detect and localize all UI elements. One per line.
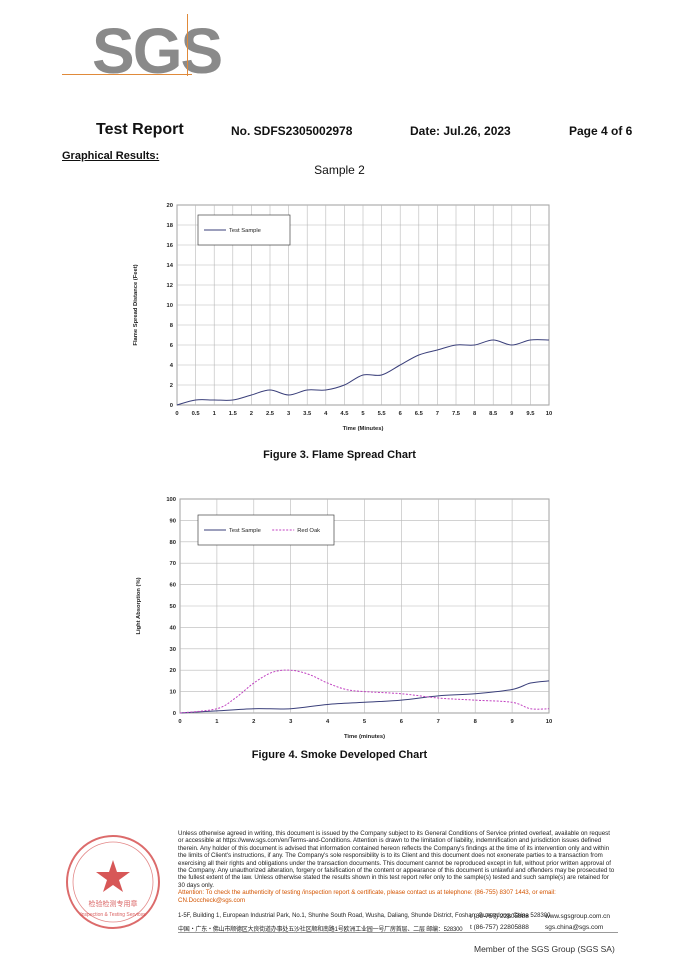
y-tick-label: 40: [170, 625, 176, 631]
legend-label: Test Sample: [229, 228, 261, 234]
report-number: No. SDFS2305002978: [231, 124, 353, 138]
x-tick-label: 1: [213, 411, 217, 417]
x-tick-label: 9: [510, 411, 514, 417]
x-tick-label: 3: [287, 411, 291, 417]
y-tick-label: 12: [167, 283, 173, 289]
y-axis-label: Light Absorption (%): [136, 577, 142, 634]
member-text: Member of the SGS Group (SGS SA): [474, 944, 615, 954]
x-tick-label: 4: [324, 411, 328, 417]
x-tick-label: 9.5: [526, 411, 535, 417]
y-tick-label: 20: [167, 203, 173, 209]
x-tick-label: 3.5: [303, 411, 312, 417]
y-tick-label: 50: [170, 604, 176, 610]
section-title: Graphical Results:: [62, 150, 160, 162]
logo-vertical-line: [187, 14, 188, 76]
y-tick-label: 10: [170, 690, 176, 696]
legend-label: Red Oak: [297, 528, 320, 534]
y-tick-label: 100: [166, 497, 176, 503]
website[interactable]: www.sgsgroup.com.cn: [545, 913, 611, 920]
x-tick-label: 8.5: [489, 411, 498, 417]
figure4-caption: Figure 4. Smoke Developed Chart: [251, 749, 428, 761]
x-tick-label: 4.5: [340, 411, 349, 417]
y-tick-label: 2: [170, 383, 173, 389]
x-tick-label: 2.5: [266, 411, 275, 417]
footer-disclaimer: Unless otherwise agreed in writing, this…: [178, 830, 615, 904]
seal-subtext: Inspection & Testing Services: [80, 912, 146, 918]
x-tick-label: 10: [546, 719, 552, 725]
x-tick-label: 8: [473, 411, 477, 417]
y-tick-label: 30: [170, 647, 176, 653]
y-tick-label: 14: [167, 263, 174, 269]
x-axis-label: Time (minutes): [344, 734, 385, 740]
y-tick-label: 90: [170, 518, 176, 524]
email-link[interactable]: sgs.china@sgs.com: [545, 924, 604, 931]
footer-divider: [178, 932, 618, 933]
page-number: Page 4 of 6: [569, 124, 633, 138]
series-line-red-oak: [179, 669, 550, 714]
legend-label: Test Sample: [229, 528, 261, 534]
report-title: Test Report: [96, 121, 184, 138]
x-tick-label: 6: [400, 719, 404, 725]
x-tick-label: 9: [510, 719, 514, 725]
sample-label: Sample 2: [314, 163, 365, 177]
x-tick-label: 2: [252, 719, 255, 725]
y-tick-label: 80: [170, 540, 176, 546]
x-tick-label: 7: [437, 719, 440, 725]
seal-stamp: 检验检测专用章 Inspection & Testing Services: [66, 835, 160, 929]
x-tick-label: 5: [361, 411, 365, 417]
seal-text: 检验检测专用章: [89, 899, 138, 908]
y-axis-label: Flame Spread Distance (Feet): [133, 264, 139, 345]
y-tick-label: 0: [170, 403, 173, 409]
y-tick-label: 16: [167, 243, 174, 249]
figure3-caption: Figure 3. Flame Spread Chart: [263, 449, 416, 461]
logo-underline: [62, 74, 192, 75]
telephone-2: t (86-757) 22805888: [470, 924, 529, 931]
address-en: 1-5F, Building 1, European Industrial Pa…: [178, 913, 551, 919]
x-tick-label: 6: [399, 411, 403, 417]
series-line-test-sample: [179, 680, 550, 714]
report-date: Date: Jul.26, 2023: [410, 124, 511, 138]
x-tick-label: 8: [474, 719, 478, 725]
x-tick-label: 7.5: [452, 411, 461, 417]
address-cn: 中国・广东・佛山市顺德区大良街道办事处五沙社区顺和南路1号欧洲工业园一号厂房首层…: [178, 927, 463, 933]
y-tick-label: 0: [173, 711, 176, 717]
x-axis-label: Time (Minutes): [343, 426, 384, 432]
star-icon: [96, 860, 130, 892]
x-tick-label: 0: [175, 411, 178, 417]
series-line-test-sample: [176, 339, 550, 406]
flame-spread-chart: 0 0.5 1 1.5 2 2.5 3 3.5 4 4.5 5 5.5 6 6.5 7 7.5 8 8.5 9 9.5…: [133, 203, 552, 432]
y-tick-label: 6: [170, 343, 174, 349]
x-tick-label: 3: [289, 719, 293, 725]
y-tick-label: 18: [167, 223, 174, 229]
y-tick-label: 60: [170, 583, 176, 589]
x-tick-label: 6.5: [415, 411, 424, 417]
telephone-1: t (86-757) 22805888: [470, 913, 529, 920]
x-tick-label: 1.5: [229, 411, 238, 417]
y-tick-label: 4: [170, 363, 174, 369]
y-tick-label: 10: [167, 303, 173, 309]
x-tick-label: 10: [546, 411, 552, 417]
x-tick-label: 0: [178, 719, 181, 725]
x-tick-label: 1: [215, 719, 219, 725]
x-tick-label: 0.5: [192, 411, 201, 417]
x-tick-label: 5: [363, 719, 367, 725]
y-tick-label: 20: [170, 668, 176, 674]
x-tick-label: 7: [436, 411, 439, 417]
y-tick-label: 70: [170, 561, 176, 567]
y-tick-label: 8: [170, 323, 174, 329]
x-tick-label: 2: [250, 411, 253, 417]
x-tick-label: 4: [326, 719, 330, 725]
sgs-logo: SGS: [92, 15, 223, 87]
footer-attention: Attention: To check the authenticity of …: [178, 889, 556, 904]
x-tick-label: 5.5: [378, 411, 387, 417]
